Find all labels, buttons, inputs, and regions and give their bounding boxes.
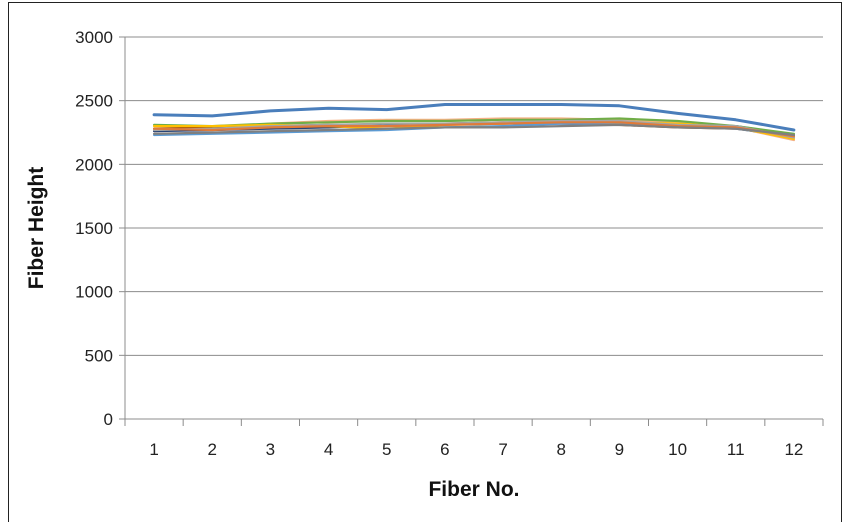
y-tick-label-2: 1000 [75,283,113,302]
x-tick-label-2: 3 [266,440,275,459]
series-lines [152,103,796,142]
x-axis-title: Fiber No. [428,478,519,501]
x-tick-label-5: 6 [440,440,449,459]
axes [119,36,824,426]
x-tick-label-11: 12 [784,440,803,459]
y-tick-label-1: 500 [85,346,113,365]
x-tick-label-0: 1 [149,440,158,459]
x-tick-label-6: 7 [498,440,507,459]
series-line-1 [152,103,796,132]
y-axis-title: Fiber Height [25,167,48,290]
x-tick-label-10: 11 [727,440,745,459]
y-tick-label-6: 3000 [75,28,113,47]
x-tick-label-1: 2 [208,440,217,459]
series-line-4 [153,119,796,139]
x-tick-label-4: 5 [382,440,391,459]
x-tick-label-7: 8 [557,440,566,459]
x-tick-label-9: 10 [668,440,687,459]
y-tick-label-3: 1500 [75,219,113,238]
series-line-3 [153,121,796,138]
series-line-2 [153,123,796,137]
y-tick-label-5: 2500 [75,92,113,111]
y-tick-label-0: 0 [104,410,113,429]
y-tick-label-4: 2000 [75,155,113,174]
gridlines [125,36,823,356]
x-tick-label-8: 9 [615,440,624,459]
chart-frame: 0 500 1000 1500 2000 2500 3000 1 2 3 4 5 6 7 8 9 10 11 12 … [8,2,842,522]
x-tick-label-3: 4 [324,440,333,459]
